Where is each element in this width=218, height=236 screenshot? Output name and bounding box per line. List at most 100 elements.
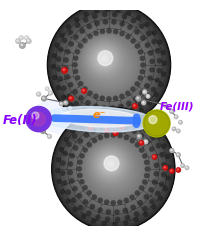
Circle shape — [63, 57, 69, 63]
Circle shape — [57, 112, 170, 225]
Circle shape — [46, 88, 48, 89]
Circle shape — [92, 147, 135, 190]
Circle shape — [74, 30, 144, 100]
Circle shape — [172, 127, 176, 131]
Circle shape — [136, 15, 141, 21]
Circle shape — [71, 127, 155, 211]
Circle shape — [100, 112, 106, 118]
Circle shape — [56, 13, 162, 117]
Circle shape — [87, 121, 93, 127]
Circle shape — [78, 121, 84, 126]
Circle shape — [64, 109, 65, 110]
Circle shape — [176, 168, 181, 172]
Circle shape — [84, 40, 134, 90]
Circle shape — [73, 145, 78, 151]
Circle shape — [100, 154, 121, 174]
Circle shape — [77, 193, 82, 198]
Circle shape — [79, 135, 147, 203]
Circle shape — [106, 116, 112, 121]
Circle shape — [137, 134, 141, 139]
Circle shape — [83, 90, 84, 91]
Circle shape — [83, 17, 89, 23]
Circle shape — [87, 142, 92, 148]
Circle shape — [152, 179, 157, 185]
Circle shape — [155, 191, 160, 196]
Circle shape — [66, 22, 152, 108]
Circle shape — [38, 118, 39, 120]
Circle shape — [78, 33, 130, 85]
Circle shape — [70, 128, 76, 134]
Circle shape — [53, 9, 165, 121]
Circle shape — [78, 43, 83, 49]
Circle shape — [63, 66, 69, 71]
Circle shape — [82, 137, 145, 201]
Circle shape — [143, 127, 149, 133]
Circle shape — [103, 58, 105, 60]
Circle shape — [49, 91, 53, 95]
Circle shape — [143, 102, 144, 103]
Circle shape — [84, 39, 124, 78]
Circle shape — [179, 121, 182, 124]
Circle shape — [130, 114, 136, 120]
Circle shape — [177, 154, 179, 155]
Circle shape — [111, 113, 116, 118]
Circle shape — [93, 93, 99, 99]
Circle shape — [126, 118, 131, 123]
Circle shape — [77, 33, 141, 97]
Circle shape — [94, 50, 124, 80]
Circle shape — [144, 139, 150, 145]
Circle shape — [116, 116, 122, 121]
Circle shape — [75, 31, 143, 99]
Circle shape — [56, 11, 162, 118]
Circle shape — [116, 123, 121, 129]
Circle shape — [82, 138, 144, 200]
Circle shape — [144, 111, 169, 136]
Circle shape — [125, 90, 131, 96]
Circle shape — [86, 24, 92, 29]
Circle shape — [130, 38, 136, 44]
Circle shape — [94, 21, 100, 26]
Circle shape — [58, 13, 160, 116]
Circle shape — [156, 143, 161, 148]
Circle shape — [113, 96, 118, 101]
Circle shape — [85, 41, 133, 88]
Circle shape — [76, 132, 150, 206]
Circle shape — [124, 215, 130, 220]
Circle shape — [123, 198, 129, 203]
Circle shape — [107, 161, 113, 167]
Circle shape — [47, 3, 171, 127]
Circle shape — [96, 152, 131, 186]
Circle shape — [109, 111, 114, 116]
Circle shape — [140, 119, 146, 125]
Circle shape — [21, 44, 23, 46]
Circle shape — [87, 141, 133, 187]
Circle shape — [48, 135, 51, 138]
Circle shape — [78, 81, 83, 86]
Circle shape — [62, 180, 67, 186]
Circle shape — [103, 59, 115, 71]
Circle shape — [28, 108, 49, 130]
Circle shape — [101, 156, 126, 181]
Circle shape — [165, 175, 171, 181]
Circle shape — [86, 41, 122, 76]
Circle shape — [81, 36, 127, 82]
Circle shape — [82, 106, 87, 112]
Circle shape — [92, 145, 129, 183]
Circle shape — [29, 109, 49, 129]
Circle shape — [123, 220, 129, 226]
Circle shape — [73, 29, 145, 101]
Circle shape — [123, 208, 128, 213]
Circle shape — [91, 128, 96, 133]
Circle shape — [19, 36, 23, 40]
Circle shape — [93, 148, 134, 190]
Circle shape — [32, 112, 46, 126]
Ellipse shape — [30, 96, 171, 140]
Circle shape — [72, 128, 155, 210]
Circle shape — [112, 12, 118, 17]
Circle shape — [138, 135, 140, 137]
Circle shape — [99, 54, 109, 64]
Circle shape — [66, 122, 161, 216]
Circle shape — [114, 209, 120, 215]
Circle shape — [112, 222, 118, 227]
Circle shape — [105, 161, 122, 177]
